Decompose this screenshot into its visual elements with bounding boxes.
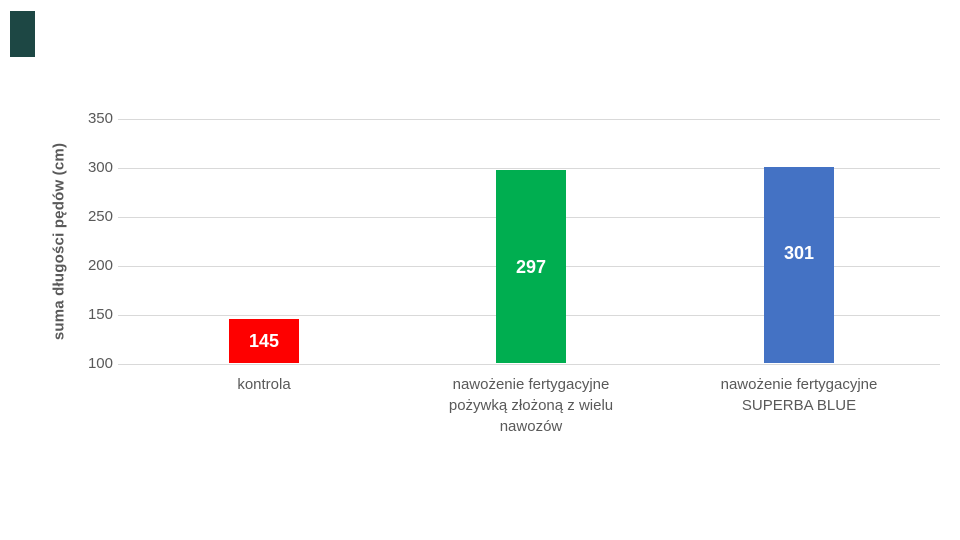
category-label-line: kontrola bbox=[237, 376, 291, 393]
y-tick-label-100: 100 bbox=[87, 355, 113, 372]
category-label-2: nawożenie fertygacyjne pożywką złożoną z … bbox=[386, 374, 676, 437]
y-tick-label-200: 200 bbox=[87, 257, 113, 274]
category-label-line: nawożenie fertygacyjne bbox=[452, 376, 610, 393]
gridline-350 bbox=[118, 118, 940, 120]
category-label-line: nawozów bbox=[499, 418, 563, 435]
y-tick-label-350: 350 bbox=[87, 110, 113, 127]
y-axis-title: suma długości pędów (cm) bbox=[50, 142, 68, 341]
bar-value-label-3: 301 bbox=[783, 243, 815, 263]
y-tick-label-250: 250 bbox=[87, 208, 113, 225]
gridline-300 bbox=[118, 167, 940, 169]
corner-accent-block bbox=[10, 11, 35, 57]
category-label-line: SUPERBA BLUE bbox=[741, 397, 857, 414]
bar-1 bbox=[229, 319, 299, 364]
bar-value-label-1: 145 bbox=[248, 331, 280, 352]
gridline-100 bbox=[118, 363, 940, 365]
category-label-1: kontrola bbox=[119, 374, 409, 395]
y-tick-label-300: 300 bbox=[87, 159, 113, 176]
category-label-line: pożywką złożoną z wielu bbox=[448, 397, 614, 414]
y-tick-label-150: 150 bbox=[87, 306, 113, 323]
category-label-line: nawożenie fertygacyjne bbox=[720, 376, 878, 393]
bar-value-label-2: 297 bbox=[515, 256, 547, 277]
bar-3 bbox=[764, 166, 834, 364]
category-label-3: nawożenie fertygacyjne SUPERBA BLUE bbox=[654, 374, 944, 416]
bar-2 bbox=[496, 170, 566, 364]
